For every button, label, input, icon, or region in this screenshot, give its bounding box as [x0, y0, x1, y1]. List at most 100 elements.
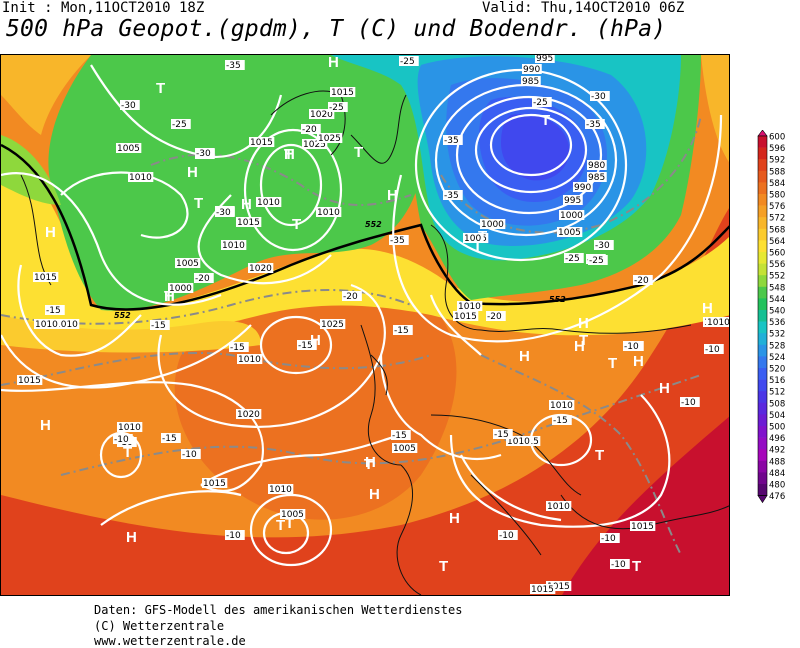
high-pressure-marker-text: H — [387, 187, 398, 204]
high-pressure-marker-text: H — [365, 454, 376, 471]
legend-swatch — [758, 217, 767, 230]
isobar-label-bg — [320, 319, 346, 329]
isobar-label: 1015 — [530, 584, 556, 595]
legend-level-label: 512 — [769, 388, 785, 398]
isotherm-label-bg — [171, 119, 191, 129]
isobar-label-text: 1005 — [393, 444, 416, 454]
isobar-label-bg — [549, 400, 575, 410]
legend-swatch — [758, 205, 767, 218]
low-pressure-marker-text: T — [292, 216, 301, 233]
legend-level-label: 556 — [769, 260, 785, 270]
geopot-label-text: 552 — [114, 311, 131, 320]
isobar-label-text: 1020 — [237, 410, 260, 420]
legend-level-label: 508 — [769, 399, 785, 409]
isotherm-label-text: -15 — [298, 341, 313, 351]
color-legend: 6005965925885845805765725685645605565525… — [757, 130, 785, 504]
isotherm-label-text: -25 — [533, 98, 548, 108]
legend-swatch — [758, 310, 767, 322]
legend-swatches — [757, 130, 768, 504]
legend-top-cap — [757, 130, 768, 137]
legend-level-label: 516 — [769, 376, 785, 386]
high-pressure-marker: H — [578, 315, 589, 332]
isotherm-label: -30 — [594, 240, 614, 251]
isobar-label-text: 1025 — [318, 134, 341, 144]
isobar-label: 1015 — [202, 478, 228, 489]
high-pressure-marker-text: H — [449, 510, 460, 527]
valid-time: Valid: Thu,14OCT2010 06Z — [482, 0, 685, 16]
isobar-label-bg — [522, 64, 542, 74]
isotherm-label-text: -20 — [343, 292, 358, 302]
isobar-label-bg — [587, 160, 607, 170]
isotherm-label-text: -35 — [586, 120, 601, 130]
legend-swatch — [758, 460, 767, 473]
isobar-label: 985 — [587, 172, 607, 183]
legend-swatch — [758, 159, 767, 172]
high-pressure-marker-text: H — [310, 332, 321, 349]
isobar-label-bg — [256, 197, 282, 207]
isobar-label-text: 1015 — [631, 522, 654, 532]
isobar-label-text: 1010 — [118, 423, 141, 433]
isobar-label-text: 1005 — [117, 144, 140, 154]
isotherm-label-text: -10 — [705, 345, 720, 355]
geopot-552-contour — [1, 143, 729, 311]
isobar-label-text: 1015 — [454, 312, 477, 322]
isotherm-label-text: -20 — [634, 276, 649, 286]
low-pressure-marker-text: T — [194, 195, 203, 212]
legend-level-label: 600 — [769, 133, 785, 143]
isobar-label-bg — [453, 311, 479, 321]
isotherm-label: -20 — [633, 275, 653, 286]
isotherm-label-text: -20 — [487, 312, 502, 322]
high-pressure-marker: H — [45, 224, 56, 241]
isotherm-label-text: -15 — [230, 343, 245, 353]
isotherm-label: -35 — [389, 235, 409, 246]
high-pressure-marker-text: H — [126, 529, 137, 546]
isobar-label-text: 1015 — [547, 582, 570, 592]
isotherm-label: -20 — [342, 291, 362, 302]
legend-swatch — [758, 484, 767, 496]
high-pressure-marker-text: H — [574, 338, 585, 355]
orange-northeast — [701, 55, 729, 163]
low-pressure-marker: T — [276, 517, 285, 534]
geopot-label-text: 552 — [365, 220, 382, 229]
isotherm-label: -25 — [564, 253, 584, 264]
isotherm-label-text: -30 — [595, 241, 610, 251]
isobar-label-bg — [236, 409, 262, 419]
legend-level-label: 592 — [769, 156, 785, 166]
high-pressure-marker: H — [365, 454, 376, 471]
isobar-label: 1000 — [559, 210, 585, 221]
low-pressure-marker-text: T — [123, 444, 132, 461]
isobar-label-bg — [506, 436, 532, 446]
legend-swatch — [758, 344, 767, 357]
low-pressure-marker-text: T — [285, 515, 294, 532]
init-time: Init : Mon,11OCT2010 18Z — [2, 0, 205, 16]
copyright: (C) Wetterzentrale — [94, 619, 225, 633]
legend-level-label: 564 — [769, 237, 785, 247]
isotherm-label-text: -15 — [151, 321, 166, 331]
isotherm-label-text: -10 — [611, 560, 626, 570]
isobar-label-text: 1015 — [203, 479, 226, 489]
geopot-label: 552 — [549, 295, 566, 304]
isobar-label-text: 1005 — [176, 259, 199, 269]
isobar-label: 1015 — [33, 272, 59, 283]
high-pressure-marker: H — [574, 338, 585, 355]
high-pressure-marker: H — [310, 332, 321, 349]
isotherm-label: -10 — [680, 397, 700, 408]
isobar-label-bg — [563, 195, 583, 205]
isotherm-label-bg — [225, 60, 245, 70]
high-pressure-marker-text: H — [702, 300, 713, 317]
isobar-label: 1010 — [256, 197, 282, 208]
isobar-label-text: 995 — [536, 55, 553, 64]
isotherm-label-bg — [225, 530, 245, 540]
isotherm-label-bg — [195, 148, 215, 158]
isobar-label: 1010 — [117, 422, 143, 433]
isotherm-label: -35 — [585, 119, 605, 130]
isobar-label-bg — [34, 319, 60, 329]
geopot-label: 552 — [365, 220, 382, 229]
high-pressure-marker-text: H — [369, 486, 380, 503]
isobar-label: 1025 — [317, 133, 343, 144]
weather-map: 995 990 985 980 985 990 995 1000 1005 1000 1005 101… — [0, 54, 730, 596]
isobar-label-text: 1020 — [249, 264, 272, 274]
isotherm-label: -25 — [532, 97, 552, 108]
legend-swatch — [758, 228, 767, 241]
legend-level-label: 492 — [769, 446, 785, 456]
